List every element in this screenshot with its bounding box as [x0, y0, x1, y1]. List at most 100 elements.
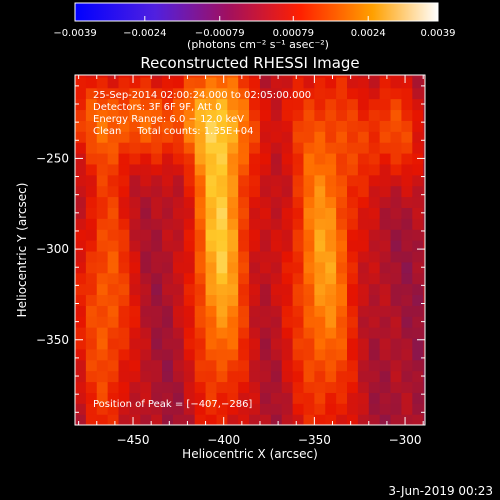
heatmap-cell: [107, 109, 120, 121]
heatmap-cell: [259, 76, 272, 89]
heatmap-cell: [412, 294, 424, 306]
heatmap-cell: [151, 272, 163, 285]
heatmap-cell: [216, 174, 228, 187]
heatmap-cell: [194, 142, 207, 154]
heatmap-cell: [412, 370, 424, 383]
heatmap-cell: [205, 283, 218, 296]
heatmap-cell: [412, 403, 424, 415]
heatmap-cell: [151, 174, 163, 187]
heatmap-cell: [357, 152, 370, 165]
heatmap-cell: [270, 250, 283, 263]
heatmap-cell: [118, 240, 130, 252]
heatmap-cell: [368, 152, 381, 165]
heatmap-cell: [162, 370, 174, 383]
heatmap-cell: [325, 240, 337, 252]
heatmap-cell: [270, 370, 283, 383]
heatmap-cell: [151, 120, 163, 132]
heatmap-cell: [205, 131, 218, 143]
heatmap-cell: [379, 109, 392, 121]
heatmap-cell: [259, 250, 272, 263]
heatmap-cell: [336, 414, 348, 425]
heatmap-cell: [107, 283, 120, 296]
heatmap-cell: [303, 229, 315, 241]
heatmap-cell: [281, 294, 294, 306]
heatmap-cell: [412, 305, 424, 317]
heatmap-cell: [227, 403, 239, 415]
heatmap-cell: [368, 131, 381, 143]
heatmap-cell: [194, 185, 207, 198]
heatmap-cell: [96, 207, 109, 219]
heatmap-cell: [357, 381, 370, 393]
heatmap-cell: [151, 218, 163, 230]
heatmap-cell: [390, 370, 403, 383]
heatmap-cell: [172, 142, 185, 154]
heatmap-cell: [401, 75, 413, 78]
heatmap-cell: [75, 120, 87, 132]
heatmap-cell: [85, 414, 98, 425]
heatmap-cell: [259, 142, 272, 154]
heatmap-cell: [85, 392, 98, 404]
heatmap-cell: [129, 261, 141, 274]
y-tick-label: −250: [36, 151, 69, 165]
heatmap-cell: [107, 229, 120, 241]
plot-frame: [74, 74, 426, 426]
heatmap-cell: [259, 131, 272, 143]
heatmap-cell: [118, 294, 130, 306]
heatmap-cell: [140, 75, 152, 78]
heatmap-cell: [314, 142, 326, 154]
heatmap-cell: [238, 316, 250, 328]
heatmap-cell: [216, 414, 228, 425]
heatmap-cell: [336, 294, 348, 306]
heatmap-cell: [75, 261, 87, 274]
heatmap-cell: [259, 75, 272, 78]
heatmap-cell: [216, 381, 228, 393]
heatmap-cell: [325, 316, 337, 328]
heatmap-cell: [227, 283, 239, 296]
heatmap-cell: [194, 174, 207, 187]
heatmap-cell: [129, 87, 141, 100]
heatmap-cell: [249, 196, 261, 208]
heatmap-cell: [194, 327, 207, 339]
heatmap-cell: [75, 305, 87, 317]
heatmap-cell: [183, 327, 196, 339]
heatmap-cell: [216, 152, 228, 165]
heatmap-cell: [325, 392, 337, 404]
heatmap-cell: [281, 98, 294, 111]
heatmap-cell: [303, 218, 315, 230]
heatmap-cell: [401, 381, 413, 393]
heatmap-cell: [96, 403, 109, 415]
heatmap-cell: [368, 261, 381, 274]
heatmap-cell: [75, 414, 87, 425]
heatmap-cell: [281, 381, 294, 393]
heatmap-cell: [172, 337, 185, 350]
heatmap-cell: [390, 152, 403, 165]
heatmap-cell: [118, 316, 130, 328]
heatmap-cell: [194, 337, 207, 350]
heatmap-cell: [412, 131, 424, 143]
heatmap-cell: [423, 174, 425, 187]
heatmap-cell: [325, 327, 337, 339]
heatmap-cell: [172, 327, 185, 339]
heatmap-cell: [205, 337, 218, 350]
heatmap-cell: [281, 218, 294, 230]
heatmap-cell: [314, 327, 326, 339]
heatmap-cell: [270, 75, 283, 78]
heatmap-cell: [336, 76, 348, 89]
heatmap-cell: [238, 305, 250, 317]
heatmap-cell: [162, 261, 174, 274]
heatmap-cell: [368, 75, 381, 78]
heatmap-cell: [412, 381, 424, 393]
heatmap-cell: [390, 76, 403, 89]
heatmap-cell: [216, 316, 228, 328]
heatmap-cell: [390, 174, 403, 187]
heatmap-cell: [107, 359, 120, 372]
heatmap-cell: [281, 87, 294, 100]
heatmap-cell: [347, 294, 359, 306]
heatmap-cell: [96, 283, 109, 296]
heatmap-cell: [249, 229, 261, 241]
heatmap-cell: [140, 348, 152, 361]
heatmap-cell: [183, 75, 196, 78]
heatmap-cell: [151, 359, 163, 372]
heatmap-cell: [314, 163, 326, 176]
heatmap-cell: [129, 392, 141, 404]
